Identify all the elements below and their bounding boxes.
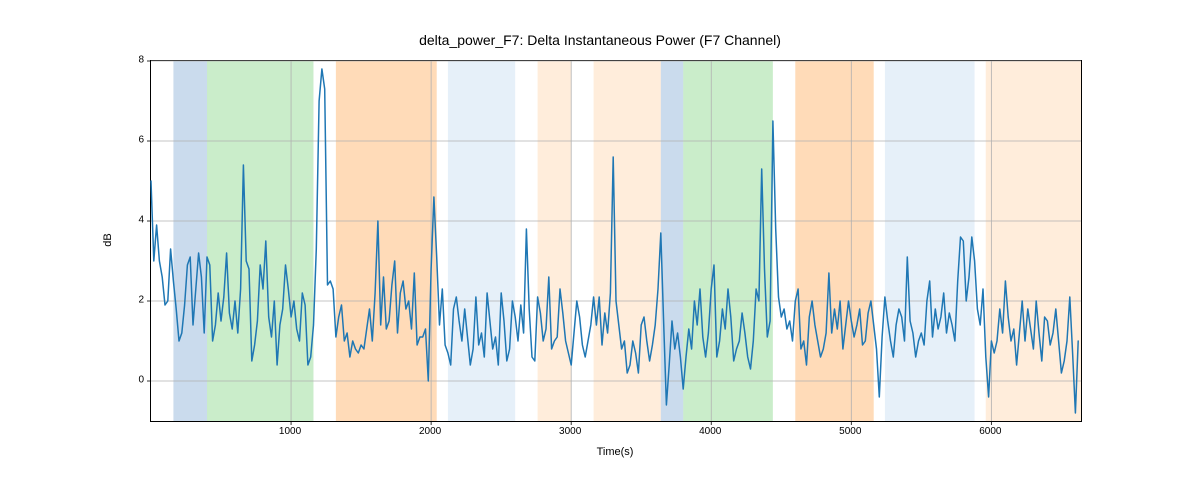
axvspan	[538, 61, 572, 421]
axvspan	[448, 61, 515, 421]
chart-title: delta_power_F7: Delta Instantaneous Powe…	[0, 32, 1200, 48]
xtick-label: 1000	[279, 426, 301, 437]
axvspan	[173, 61, 207, 421]
plot-area	[150, 60, 1082, 422]
ytick-label: 8	[128, 55, 144, 66]
ytick-label: 2	[128, 295, 144, 306]
axvspan	[661, 61, 683, 421]
axvspan	[885, 61, 975, 421]
axvspan	[336, 61, 437, 421]
axvspan	[683, 61, 773, 421]
xtick-label: 5000	[839, 426, 861, 437]
axvspan	[986, 61, 1081, 421]
xtick-label: 4000	[699, 426, 721, 437]
axvspan	[795, 61, 873, 421]
axvspan	[207, 61, 313, 421]
x-axis-label: Time(s)	[597, 446, 634, 458]
xtick-label: 6000	[979, 426, 1001, 437]
ytick-label: 0	[128, 375, 144, 386]
xtick-label: 3000	[559, 426, 581, 437]
plot-svg	[151, 61, 1081, 421]
y-axis-label: dB	[102, 233, 114, 246]
ytick-label: 4	[128, 215, 144, 226]
ytick-label: 6	[128, 135, 144, 146]
figure: delta_power_F7: Delta Instantaneous Powe…	[0, 0, 1200, 500]
xtick-label: 2000	[419, 426, 441, 437]
